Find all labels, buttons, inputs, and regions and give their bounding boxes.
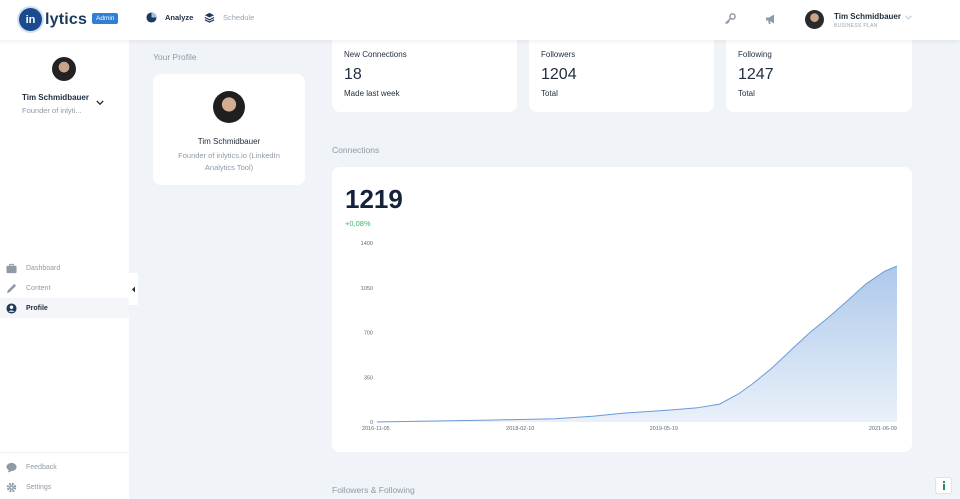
admin-badge[interactable]: Admin bbox=[92, 13, 119, 24]
stat-card-new-connections: New Connections 18 Made last week bbox=[332, 40, 517, 112]
nav-schedule[interactable]: Schedule bbox=[204, 12, 254, 23]
stat-subtitle: Made last week bbox=[344, 89, 400, 98]
sidebar-item-feedback[interactable]: Feedback bbox=[0, 457, 129, 477]
y-tick-label: 1050 bbox=[361, 286, 373, 292]
y-tick-label: 700 bbox=[364, 331, 373, 337]
stat-value: 18 bbox=[344, 66, 362, 83]
connections-line bbox=[376, 265, 898, 423]
chevron-down-icon[interactable] bbox=[96, 100, 104, 106]
logo-text: lytics bbox=[45, 10, 88, 28]
sidebar-divider bbox=[0, 452, 129, 453]
info-icon bbox=[942, 481, 945, 490]
user-avatar[interactable] bbox=[805, 10, 824, 29]
profile-card: Tim Schmidbauer Founder of inlytics.io (… bbox=[153, 74, 305, 185]
nav-analyze[interactable]: Analyze bbox=[146, 12, 193, 23]
section-label-connections: Connections bbox=[332, 145, 380, 155]
stat-title: New Connections bbox=[344, 50, 407, 59]
x-tick-label: 2019-05-19 bbox=[650, 426, 678, 432]
stat-value: 1247 bbox=[738, 66, 774, 83]
user-circle-icon bbox=[6, 302, 17, 314]
y-tick-label: 350 bbox=[364, 375, 373, 381]
sidebar: Tim Schmidbauer Founder of inlyti... Das… bbox=[0, 40, 129, 499]
sidebar-item-label: Dashboard bbox=[26, 264, 61, 272]
briefcase-icon bbox=[6, 263, 17, 273]
user-plan: BUSINESS PLAN bbox=[834, 23, 878, 29]
key-icon[interactable] bbox=[724, 13, 736, 25]
gear-icon bbox=[6, 482, 17, 492]
stat-subtitle: Total bbox=[738, 89, 755, 98]
sidebar-item-content[interactable]: Content bbox=[0, 278, 129, 298]
sidebar-item-dashboard[interactable]: Dashboard bbox=[0, 258, 129, 278]
user-name[interactable]: Tim Schmidbauer bbox=[834, 12, 901, 21]
stat-card-following: Following 1247 Total bbox=[726, 40, 912, 112]
help-button[interactable] bbox=[935, 477, 952, 494]
sidebar-item-label: Profile bbox=[26, 304, 48, 312]
connections-total: 1219 bbox=[345, 184, 403, 214]
sidebar-item-label: Settings bbox=[26, 483, 52, 491]
megaphone-icon[interactable] bbox=[765, 13, 777, 25]
profile-avatar bbox=[213, 91, 245, 123]
sidebar-item-label: Feedback bbox=[26, 463, 57, 471]
y-tick-label: 1400 bbox=[361, 241, 373, 247]
nav-analyze-label: Analyze bbox=[165, 13, 194, 22]
nav-schedule-label: Schedule bbox=[223, 13, 255, 22]
connections-area bbox=[377, 266, 897, 422]
sidebar-item-profile[interactable]: Profile bbox=[0, 298, 129, 318]
sidebar-collapse-button[interactable] bbox=[129, 273, 138, 305]
profile-name: Tim Schmidbauer bbox=[197, 137, 261, 146]
connections-card: 0 350 700 1050 1400 2016-11-05 2018-02-10 2019-… bbox=[332, 167, 912, 452]
stat-title: Following bbox=[738, 50, 772, 59]
section-label-your-profile: Your Profile bbox=[153, 52, 197, 62]
sidebar-item-settings[interactable]: Settings bbox=[0, 477, 129, 497]
connections-chart: 0 350 700 1050 1400 2016-11-05 2018-02-10 2019-… bbox=[361, 241, 898, 432]
sidebar-avatar bbox=[52, 57, 76, 81]
stat-card-followers: Followers 1204 Total bbox=[529, 40, 714, 112]
y-tick-label: 0 bbox=[370, 420, 373, 426]
logo-mark: in bbox=[19, 8, 42, 31]
section-label-followers-following: Followers & Following bbox=[332, 485, 415, 495]
x-tick-label: 2018-02-10 bbox=[506, 426, 534, 432]
stat-value: 1204 bbox=[541, 66, 577, 83]
top-bar: in lytics Admin Analyze Schedule Tim Sch… bbox=[0, 0, 960, 40]
sidebar-user-name: Tim Schmidbauer bbox=[22, 93, 89, 102]
stat-subtitle: Total bbox=[541, 89, 558, 98]
chevron-down-icon[interactable] bbox=[905, 15, 912, 20]
sidebar-user-role: Founder of inlyti... bbox=[22, 106, 82, 115]
logo[interactable]: in lytics bbox=[19, 8, 87, 31]
chevron-left-icon bbox=[132, 286, 135, 292]
layers-icon bbox=[204, 12, 215, 23]
pie-chart-icon bbox=[146, 12, 157, 23]
x-tick-label: 2021-06-09 bbox=[869, 426, 897, 432]
x-tick-label: 2016-11-05 bbox=[362, 426, 390, 432]
chat-bubble-icon bbox=[6, 462, 17, 473]
profile-description: Founder of inlytics.io (LinkedIn Analyti… bbox=[178, 151, 280, 172]
connections-change: +0,08% bbox=[345, 219, 371, 228]
stat-title: Followers bbox=[541, 50, 576, 59]
pencil-icon bbox=[6, 283, 17, 293]
sidebar-item-label: Content bbox=[26, 284, 51, 292]
